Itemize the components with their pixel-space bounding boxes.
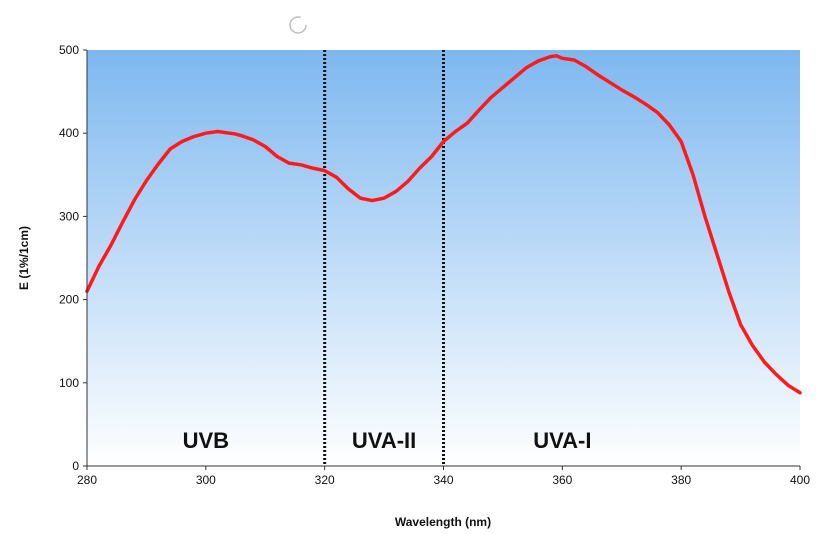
x-tick-label: 280 [77, 473, 97, 487]
band-label-uva-ii: UVA-II [352, 428, 416, 453]
x-axis-title: Wavelength (nm) [395, 515, 491, 529]
y-tick-label: 200 [59, 293, 79, 307]
y-tick-label: 500 [59, 43, 79, 57]
band-label-uvb: UVB [183, 428, 229, 453]
x-tick-label: 320 [315, 473, 335, 487]
x-tick-label: 340 [433, 473, 453, 487]
x-tick-label: 400 [790, 473, 810, 487]
x-tick-label: 360 [552, 473, 572, 487]
y-tick-label: 300 [59, 209, 79, 223]
y-tick-label: 100 [59, 376, 79, 390]
x-tick-label: 380 [671, 473, 691, 487]
y-tick-label: 0 [72, 459, 79, 473]
x-tick-label: 300 [196, 473, 216, 487]
band-label-uva-i: UVA-I [533, 428, 591, 453]
absorbance-curve [85, 54, 802, 395]
loading-spinner-icon [289, 16, 307, 34]
y-tick-label: 400 [59, 126, 79, 140]
y-axis-title: E (1%/1cm) [17, 226, 31, 290]
